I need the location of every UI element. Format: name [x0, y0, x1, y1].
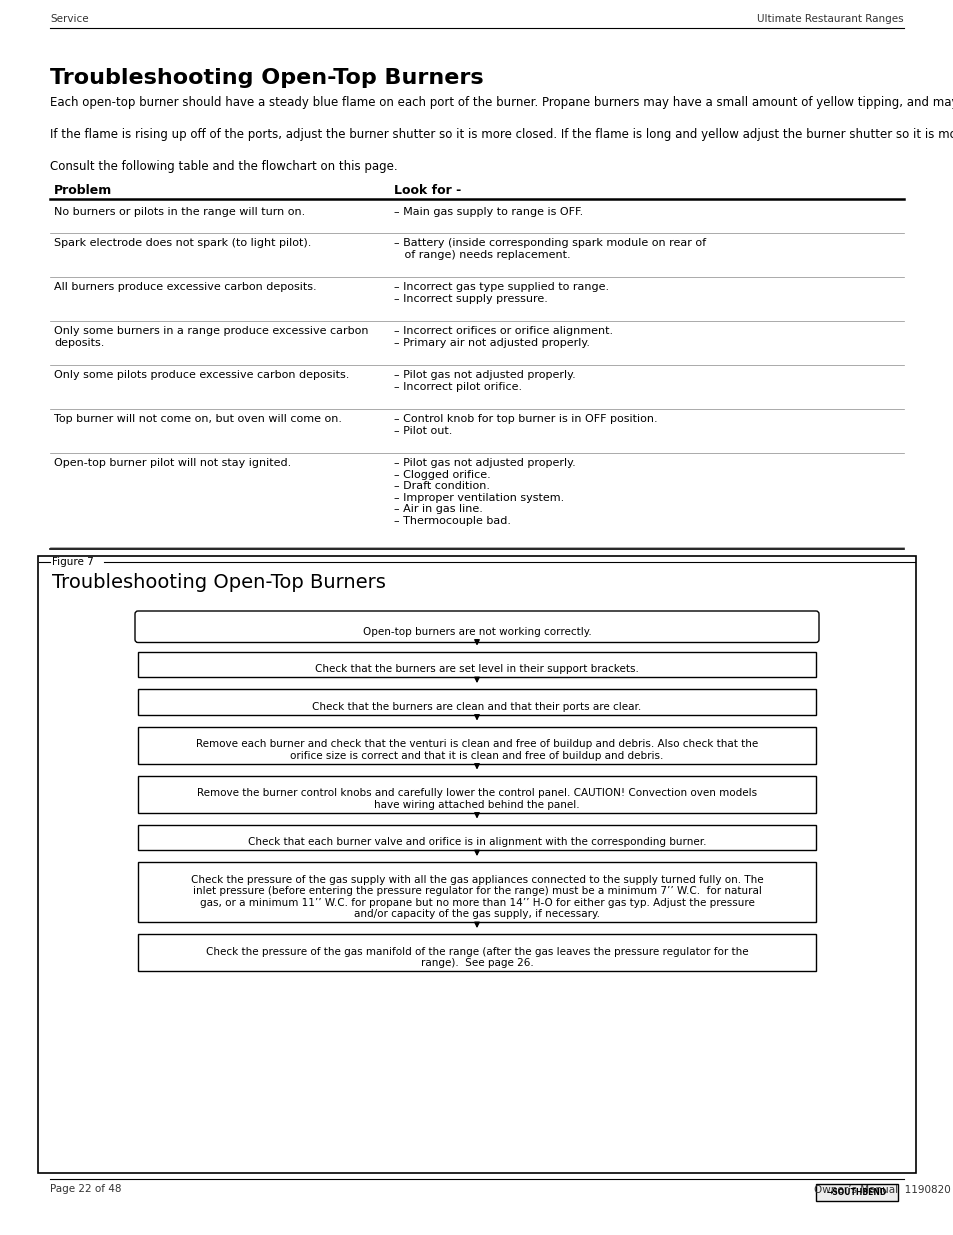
FancyBboxPatch shape: [135, 611, 818, 642]
Text: Check that the burners are clean and that their ports are clear.: Check that the burners are clean and tha…: [312, 701, 641, 711]
Text: have wiring attached behind the panel.: have wiring attached behind the panel.: [374, 800, 579, 810]
Text: Figure 7: Figure 7: [52, 557, 93, 567]
Text: If the flame is rising up off of the ports, adjust the burner shutter so it is m: If the flame is rising up off of the por…: [50, 128, 953, 141]
Bar: [138, 652, 815, 677]
Bar: [138, 776, 815, 813]
Text: – Control knob for top burner is in OFF position.
– Pilot out.: – Control knob for top burner is in OFF …: [394, 414, 657, 436]
Text: – Battery (inside corresponding spark module on rear of
   of range) needs repla: – Battery (inside corresponding spark mo…: [394, 238, 705, 259]
Text: Only some burners in a range produce excessive carbon
deposits.: Only some burners in a range produce exc…: [54, 326, 368, 347]
Text: orifice size is correct and that it is clean and free of buildup and debris.: orifice size is correct and that it is c…: [290, 751, 663, 761]
Text: Troubleshooting Open-Top Burners: Troubleshooting Open-Top Burners: [52, 573, 385, 592]
Text: Top burner will not come on, but oven will come on.: Top burner will not come on, but oven wi…: [54, 414, 341, 424]
Bar: [138, 934, 815, 971]
Bar: [815, 1184, 897, 1200]
Text: Owner’s Manual  1190820  REV 3 (11/10): Owner’s Manual 1190820 REV 3 (11/10): [813, 1184, 953, 1194]
Text: Check the pressure of the gas supply with all the gas appliances connected to th: Check the pressure of the gas supply wit…: [191, 874, 762, 884]
Text: Check that each burner valve and orifice is in alignment with the corresponding : Check that each burner valve and orifice…: [248, 837, 705, 847]
Text: Consult the following table and the flowchart on this page.: Consult the following table and the flow…: [50, 161, 397, 173]
Text: Look for -: Look for -: [394, 184, 460, 196]
Text: inlet pressure (before entering the pressure regulator for the range) must be a : inlet pressure (before entering the pres…: [193, 887, 760, 897]
Text: Remove the burner control knobs and carefully lower the control panel. CAUTION! : Remove the burner control knobs and care…: [196, 788, 757, 798]
Text: – Incorrect gas type supplied to range.
– Incorrect supply pressure.: – Incorrect gas type supplied to range. …: [394, 282, 608, 304]
Bar: [138, 862, 815, 923]
Text: Page 22 of 48: Page 22 of 48: [50, 1184, 121, 1194]
Bar: [38, 556, 915, 1173]
Text: – Incorrect orifices or orifice alignment.
– Primary air not adjusted properly.: – Incorrect orifices or orifice alignmen…: [394, 326, 613, 347]
Text: Each open-top burner should have a steady blue flame on each port of the burner.: Each open-top burner should have a stead…: [50, 96, 953, 109]
Text: – Pilot gas not adjusted properly.
– Clogged orifice.
– Draft condition.
– Impro: – Pilot gas not adjusted properly. – Clo…: [394, 458, 576, 526]
Text: Ultimate Restaurant Ranges: Ultimate Restaurant Ranges: [757, 14, 903, 23]
Text: and/or capacity of the gas supply, if necessary.: and/or capacity of the gas supply, if ne…: [354, 909, 599, 919]
Text: Service: Service: [50, 14, 89, 23]
Bar: [138, 825, 815, 850]
Text: Check the pressure of the gas manifold of the range (after the gas leaves the pr: Check the pressure of the gas manifold o…: [206, 947, 747, 957]
Text: →SOUTHBEND: →SOUTHBEND: [826, 1188, 886, 1197]
Text: range).  See page 26.: range). See page 26.: [420, 958, 533, 968]
Text: All burners produce excessive carbon deposits.: All burners produce excessive carbon dep…: [54, 282, 316, 291]
Text: Troubleshooting Open-Top Burners: Troubleshooting Open-Top Burners: [50, 68, 483, 88]
Text: No burners or pilots in the range will turn on.: No burners or pilots in the range will t…: [54, 206, 305, 216]
Text: – Main gas supply to range is OFF.: – Main gas supply to range is OFF.: [394, 206, 582, 216]
Text: Only some pilots produce excessive carbon deposits.: Only some pilots produce excessive carbo…: [54, 370, 349, 380]
Bar: [138, 689, 815, 715]
Text: Open-top burner pilot will not stay ignited.: Open-top burner pilot will not stay igni…: [54, 458, 291, 468]
Text: Check that the burners are set level in their support brackets.: Check that the burners are set level in …: [314, 664, 639, 674]
Bar: [138, 726, 815, 763]
Text: Remove each burner and check that the venturi is clean and free of buildup and d: Remove each burner and check that the ve…: [195, 740, 758, 750]
Text: Open-top burners are not working correctly.: Open-top burners are not working correct…: [362, 626, 591, 637]
Text: Spark electrode does not spark (to light pilot).: Spark electrode does not spark (to light…: [54, 238, 311, 248]
Text: Problem: Problem: [54, 184, 112, 196]
Text: – Pilot gas not adjusted properly.
– Incorrect pilot orifice.: – Pilot gas not adjusted properly. – Inc…: [394, 370, 576, 391]
Text: gas, or a minimum 11’’ W.C. for propane but no more than 14’’ H-O for either gas: gas, or a minimum 11’’ W.C. for propane …: [199, 898, 754, 908]
